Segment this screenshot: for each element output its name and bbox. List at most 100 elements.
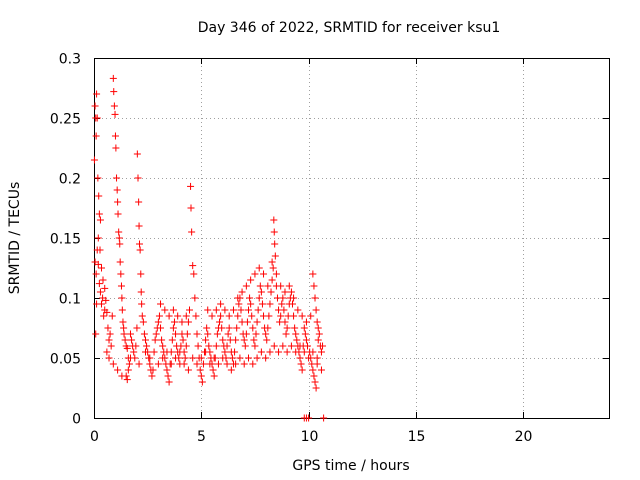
data-point <box>193 360 201 368</box>
data-point <box>317 348 325 356</box>
data-point <box>291 324 299 332</box>
data-point <box>210 372 218 380</box>
data-point <box>314 336 322 344</box>
data-point <box>116 258 124 266</box>
data-point <box>263 336 271 344</box>
data-point <box>238 288 246 296</box>
data-point <box>310 372 318 380</box>
data-point <box>309 270 317 278</box>
data-point <box>254 306 262 314</box>
data-point <box>285 282 293 290</box>
data-point <box>138 312 146 320</box>
data-point <box>172 354 180 362</box>
data-point <box>92 330 100 338</box>
data-point <box>151 336 159 344</box>
data-point <box>174 312 182 320</box>
data-point <box>197 372 205 380</box>
data-point <box>99 276 107 284</box>
data-point <box>135 198 143 206</box>
data-point <box>221 348 229 356</box>
data-point <box>293 336 301 344</box>
data-point <box>317 366 325 374</box>
data-point <box>212 306 220 314</box>
data-point <box>138 300 146 308</box>
data-point <box>245 306 252 314</box>
y-tick-label: 0.05 <box>50 352 81 368</box>
data-point <box>124 366 132 374</box>
data-point <box>271 240 279 248</box>
data-point <box>176 348 184 356</box>
data-point <box>249 324 257 332</box>
data-point <box>216 318 224 326</box>
data-point <box>270 228 278 236</box>
data-point <box>192 312 200 320</box>
data-point <box>154 360 162 368</box>
data-points <box>90 74 328 422</box>
data-point <box>105 354 113 362</box>
data-point <box>93 90 101 98</box>
data-point <box>126 330 134 338</box>
data-point <box>302 318 310 326</box>
data-point <box>148 372 156 380</box>
data-point <box>275 348 283 356</box>
data-point <box>109 360 117 368</box>
data-point <box>301 330 309 338</box>
data-point <box>194 342 202 350</box>
data-point <box>182 312 190 320</box>
data-point <box>128 336 136 344</box>
data-point <box>281 288 289 296</box>
data-point <box>117 282 125 290</box>
data-point <box>255 264 263 272</box>
data-point <box>300 348 308 356</box>
data-point <box>278 300 286 308</box>
data-point <box>262 330 270 338</box>
data-point <box>95 210 103 218</box>
data-point <box>94 234 102 242</box>
data-point <box>193 330 201 338</box>
data-point <box>312 384 320 392</box>
data-point <box>152 330 160 338</box>
data-point <box>245 354 252 362</box>
data-point <box>240 360 248 368</box>
data-point <box>107 342 115 350</box>
data-point <box>223 342 231 350</box>
data-point <box>184 318 192 326</box>
data-point <box>283 348 291 356</box>
data-point <box>90 156 98 164</box>
data-point <box>225 324 233 332</box>
data-point <box>94 174 102 182</box>
y-tick-label: 0.3 <box>59 52 81 68</box>
data-point <box>182 342 190 350</box>
data-point <box>132 342 140 350</box>
data-point <box>241 342 249 350</box>
data-point <box>224 330 232 338</box>
data-point <box>272 270 280 278</box>
data-point <box>309 348 317 356</box>
data-point <box>243 318 251 326</box>
data-point <box>180 360 188 368</box>
data-point <box>250 336 258 344</box>
data-point <box>266 348 274 356</box>
data-point <box>110 88 118 96</box>
data-point <box>314 324 322 332</box>
data-point <box>165 378 173 386</box>
data-point <box>287 288 295 296</box>
data-point <box>140 330 148 338</box>
x-tick-label: 20 <box>515 429 533 445</box>
data-point <box>229 306 237 314</box>
data-point <box>118 294 126 302</box>
data-point <box>287 342 295 350</box>
data-point <box>217 312 225 320</box>
x-tick-label: 5 <box>197 429 206 445</box>
data-point <box>137 270 145 278</box>
data-point <box>142 348 149 356</box>
data-point <box>202 336 210 344</box>
data-point <box>123 376 131 384</box>
data-point <box>292 348 300 356</box>
data-point <box>93 300 101 308</box>
data-point <box>100 312 108 320</box>
data-point <box>146 360 154 368</box>
data-point <box>125 360 133 368</box>
data-point <box>184 366 192 374</box>
data-point <box>188 228 196 236</box>
